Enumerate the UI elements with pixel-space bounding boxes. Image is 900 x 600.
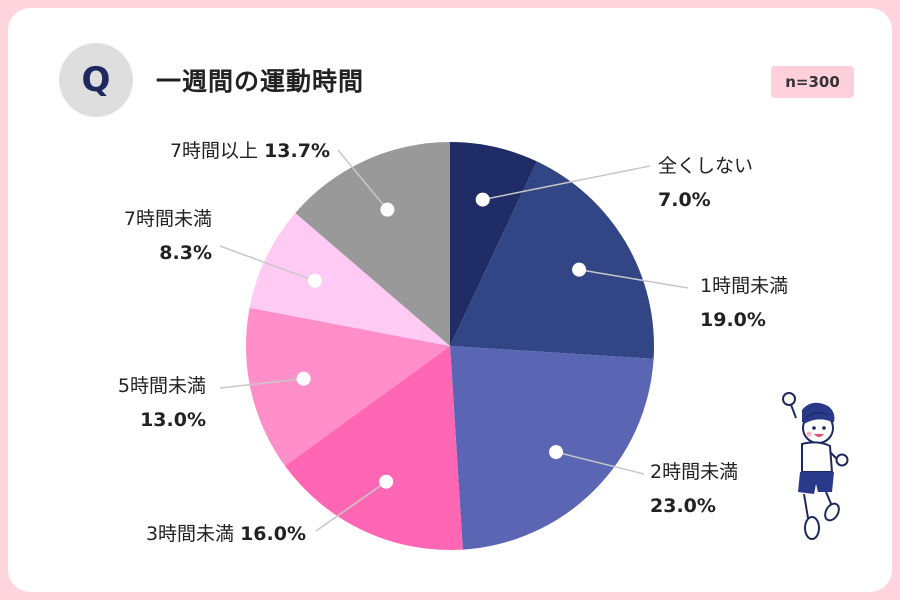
slice-marker [296,371,311,386]
pie-slice [295,142,450,346]
slice-label: 7時間以上 13.7% [170,140,330,162]
leader-line [219,245,316,282]
leader-line [578,268,689,289]
leader-line [555,451,645,475]
pie-slice [249,213,450,346]
question-letter: Q [81,60,111,100]
leader-line [219,377,304,389]
pie-slice [284,346,463,551]
leader-line [482,165,651,201]
question-badge: Q [59,43,133,117]
slice-marker [379,474,394,489]
leader-line [337,149,388,211]
page-title: 一週間の運動時間 [156,67,365,96]
pie-slice [245,307,450,466]
slice-label: 5時間未満 13.0% [118,375,206,431]
cheering-boy-icon [782,392,849,540]
slice-label: 3時間未満 16.0% [146,523,306,545]
slice-marker [380,202,395,217]
slice-marker [572,262,587,277]
slice-marker [475,192,490,207]
sample-size-badge: n=300 [771,66,854,98]
slice-label: 全くしない 7.0% [658,155,753,211]
pie-slice [450,161,655,359]
leader-line [315,481,387,532]
slice-label: 1時間未満 19.0% [700,275,788,331]
slice-marker [307,273,322,288]
slice-label: 2時間未満 23.0% [650,461,738,517]
slice-marker [549,445,564,460]
slice-label: 7時間未満 8.3% [124,208,212,264]
